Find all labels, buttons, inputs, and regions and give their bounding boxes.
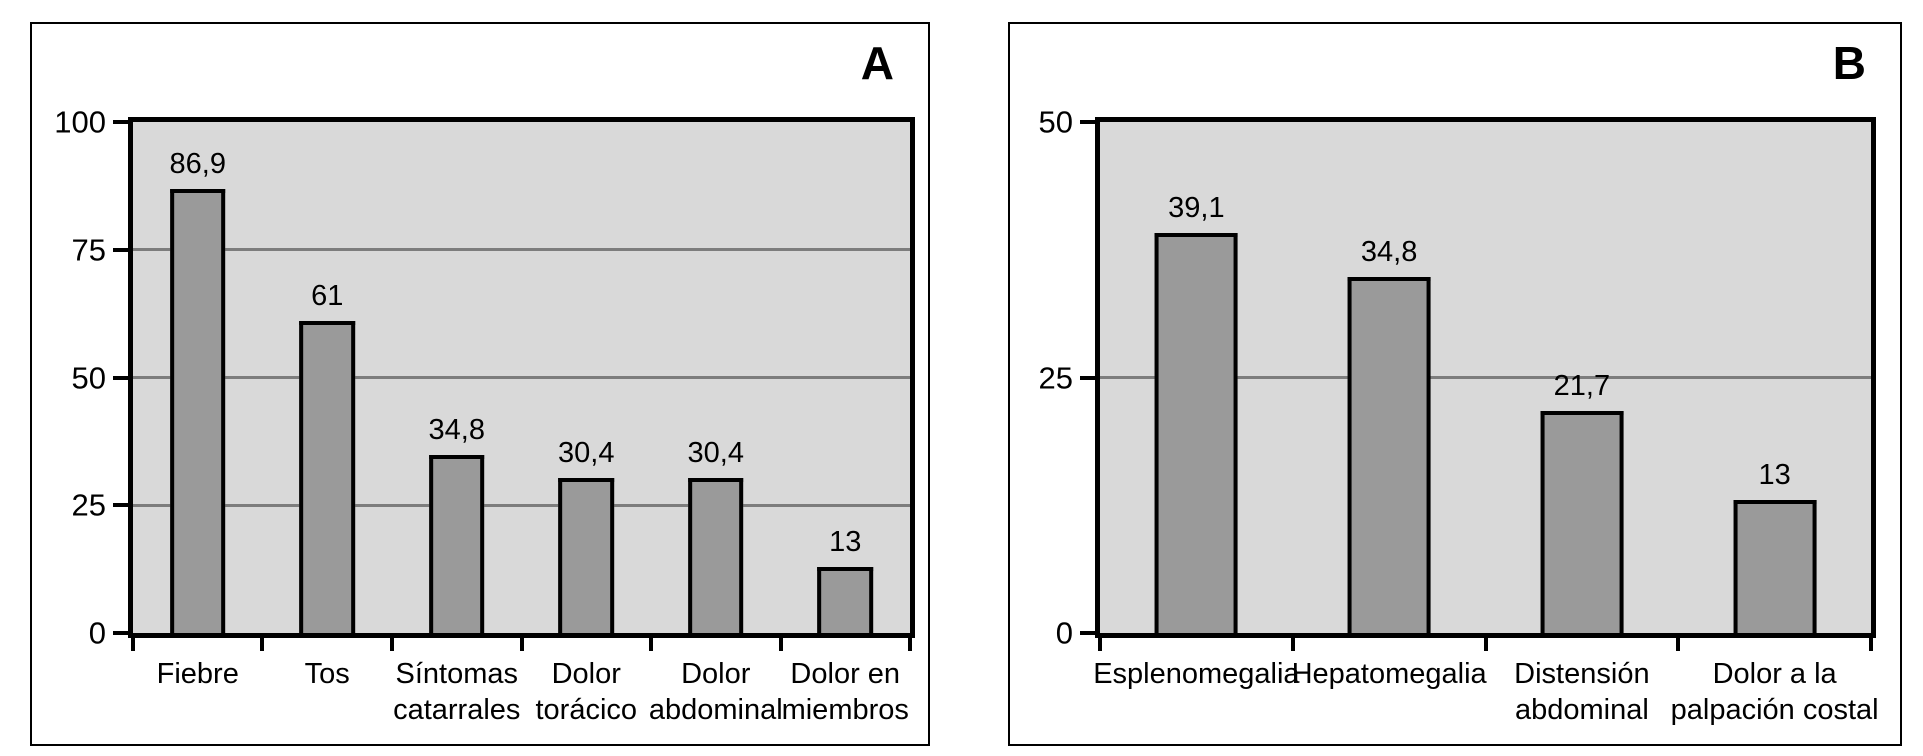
plot-area-b: 0 25 50 39,1 Esplenomegalia 34,8 Hepatomegalia… [1039,107,1879,727]
y-axis-label: 75 [71,232,106,268]
bar-value-label: 34,8 [1360,236,1418,269]
y-tick [113,503,128,508]
x-axis-label: Dolor torácico [535,658,638,727]
x-tick [778,638,783,651]
bar [558,477,615,633]
y-tick [1080,120,1095,124]
bar-value-label: 30,4 [558,436,615,469]
panel-b-letter: B [1832,37,1866,89]
x-axis-label: Tos [304,658,350,690]
x-tick [1290,638,1295,651]
x-axis-label: Hepatomegalia [1291,658,1487,690]
y-tick [113,120,128,124]
bar [299,321,356,633]
gridline [1100,376,1871,379]
y-axis-label: 100 [54,104,106,140]
bar [428,455,485,633]
x-tick [1869,638,1873,651]
y-tick [113,631,128,635]
panel-b: B 0 25 50 39,1 Esplenomegalia 34,8 Hepatomegal… [1008,22,1902,746]
x-tick [908,638,912,651]
x-tick [1483,638,1488,651]
y-axis-label: 0 [1055,615,1073,651]
bar [1154,233,1238,633]
y-tick [113,247,128,252]
bar-value-label: 39,1 [1168,192,1225,225]
bar [1347,277,1431,633]
gridline [133,503,910,507]
panel-a-letter: A [860,37,894,89]
y-axis-label: 25 [71,487,106,523]
bar-chart-a: 0 25 50 75 100 86,9 Fiebre 61 Tos 34,8 Síntomas ca… [54,107,912,726]
bar [1540,411,1624,633]
bar [169,188,226,633]
x-tick [389,638,394,651]
x-tick [648,638,653,651]
bar [1733,500,1817,633]
bar-value-label: 34,8 [428,414,485,447]
y-tick [113,375,128,380]
gridline [133,248,910,252]
bar-value-label: 21,7 [1553,370,1611,403]
x-axis-label: Esplenomegalia [1093,658,1300,690]
x-tick [1098,638,1102,651]
bar [817,566,874,633]
bar-value-label: 61 [311,280,344,313]
y-axis-label: 50 [1038,104,1073,140]
x-axis-label: Dolor abdominal [648,658,783,727]
x-axis-label: Síntomas catarrales [393,658,521,727]
y-axis-label: 50 [71,360,106,395]
panel-a: A 0 25 50 75 100 86,9 Fiebre 61 Tos 34,8 Síntomas … [30,22,930,746]
x-axis-label: Fiebre [156,658,239,690]
bar-value-label: 30,4 [687,436,744,469]
bar [687,477,744,633]
y-axis-label: 25 [1038,360,1073,395]
y-axis-label: 0 [88,615,106,651]
x-tick [1676,638,1681,651]
y-tick [1080,375,1095,380]
x-axis-label: Distensión abdominal [1514,658,1650,727]
x-tick [260,638,265,651]
x-axis-label: Dolor en miembros [781,658,909,727]
gridline [133,376,910,379]
plot-area-a: 0 25 50 75 100 86,9 Fiebre 61 Tos 34,8 Síntomas ca… [54,107,915,726]
bar-value-label: 13 [1758,459,1791,492]
bar-value-label: 13 [829,525,862,558]
bar-chart-b: 0 25 50 39,1 Esplenomegalia 34,8 Hepatomegalia… [1039,107,1879,727]
y-tick [1080,631,1095,635]
x-axis-label: Dolor a la palpación costal [1670,658,1879,727]
x-tick [519,638,524,651]
x-tick [131,638,135,651]
bar-value-label: 86,9 [169,147,226,180]
